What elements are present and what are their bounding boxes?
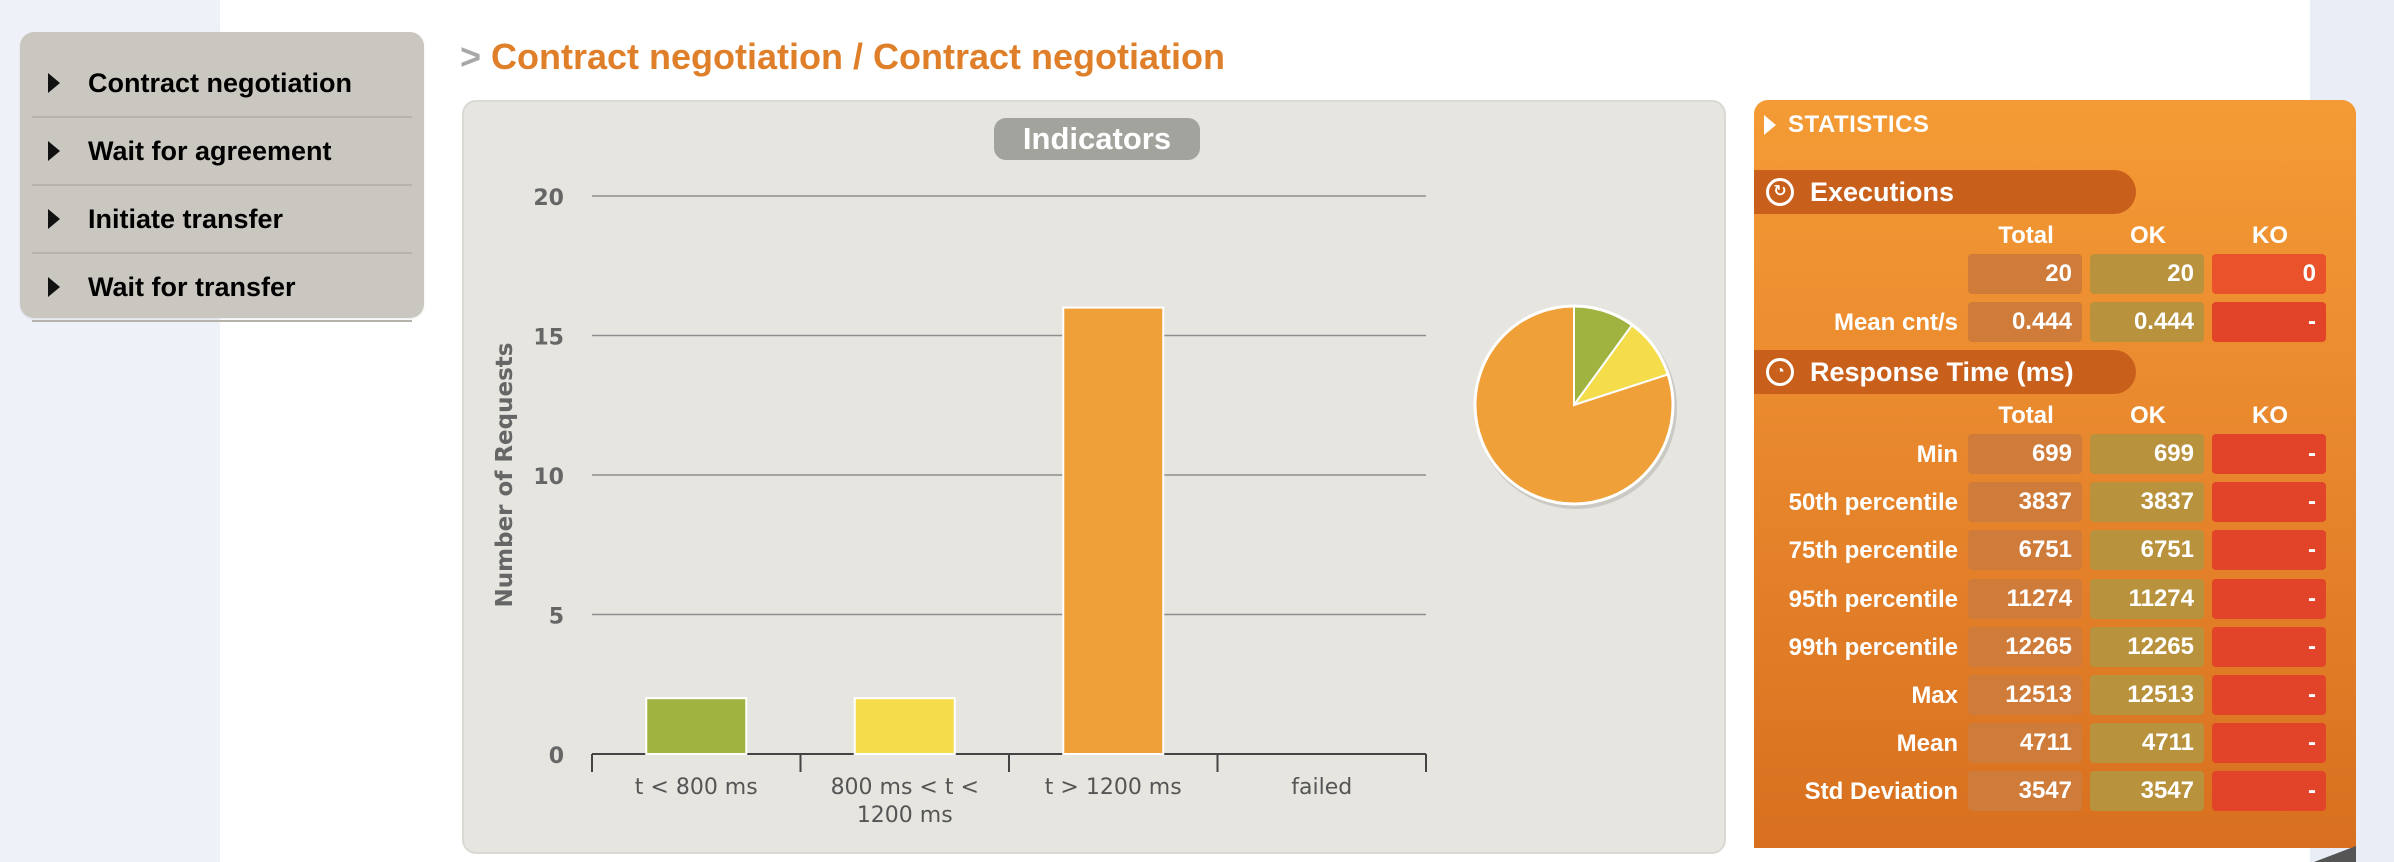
executions-ko-cell: 0 [2212,254,2326,294]
indicators-chart: 0 5 10 15 20 Number of Requests t < 800 ms 800 … [492,186,1677,828]
col-ko: KO [2252,402,2288,429]
y-tick-label: 10 [533,465,564,490]
indicators-title: Indicators [994,118,1200,160]
response-time-section: ◔ Response Time (ms) [1754,350,2136,394]
triangle-right-icon [1764,115,1776,135]
bar [853,697,956,756]
executions-ko-cell: - [2212,302,2326,342]
breadcrumb-arrow: > [460,36,482,77]
response-time-ko-cell: - [2212,530,2326,570]
col-ok: OK [2130,222,2166,249]
response-time-row-label: Std Deviation [1804,778,1958,805]
response-time-row-label: Max [1911,682,1958,709]
response-time-row-label: 75th percentile [1788,537,1958,564]
y-tick-label: 5 [549,605,564,630]
pie-border [1473,304,1675,506]
indicators-card: Indicators 0 5 10 15 20 Number of Requests t <… [462,100,1726,854]
refresh-icon: ↻ [1766,178,1794,206]
executions-row-label: Mean cnt/s [1833,309,1958,336]
sidebar-item-label: Initiate transfer [88,203,284,234]
response-time-row-label: Min [1916,441,1958,468]
response-time-ok-cell: 12265 [2090,627,2204,667]
executions-total-cell: 20 [1968,254,2082,294]
response-time-ok-cell: 3837 [2090,482,2204,522]
y-tick-label: 15 [533,326,564,351]
sidebar: Contract negotiation Wait for agreement … [20,32,424,322]
response-time-total-cell: 12265 [1968,627,2082,667]
page-title-text: Contract negotiation / Contract negotiat… [491,36,1226,77]
statistics-title: STATISTICS [1788,111,1930,138]
bar [1062,306,1165,755]
col-total: Total [1998,222,2054,249]
response-time-row-label: 95th percentile [1788,586,1958,613]
col-ok: OK [2130,402,2166,429]
sidebar-item-label: Wait for agreement [88,135,332,166]
response-time-row-label: 99th percentile [1788,634,1958,661]
col-ko: KO [2252,222,2288,249]
clock-icon: ◔ [1766,358,1794,386]
y-axis-label: Number of Requests [492,343,518,608]
y-tick-label: 20 [533,186,564,211]
sidebar-item-label: Contract negotiation [88,67,352,98]
response-time-total-cell: 4711 [1968,723,2082,763]
response-time-ok-cell: 3547 [2090,771,2204,811]
response-time-row-label: 50th percentile [1788,489,1958,516]
col-total: Total [1998,402,2054,429]
bar [645,697,748,756]
page-title: > Contract negotiation / Contract negotia… [460,36,1225,80]
response-time-ok-cell: 12513 [2090,675,2204,715]
sidebar-item-wait-for-agreement[interactable]: Wait for agreement [32,118,412,186]
response-time-ok-cell: 699 [2090,434,2204,474]
response-time-ko-cell: - [2212,723,2326,763]
triangle-right-icon [48,141,60,161]
executions-total-cell: 0.444 [1968,302,2082,342]
executions-title: Executions [1810,176,1955,207]
response-time-total-cell: 699 [1968,434,2082,474]
sidebar-item-initiate-transfer[interactable]: Initiate transfer [32,186,412,254]
response-time-total-cell: 12513 [1968,675,2082,715]
response-time-ko-cell: - [2212,434,2326,474]
response-time-ok-cell: 4711 [2090,723,2204,763]
sidebar-item-label: Wait for transfer [88,271,296,302]
executions-section: ↻ Executions [1754,170,2136,214]
response-time-total-cell: 3837 [1968,482,2082,522]
response-time-total-cell: 6751 [1968,530,2082,570]
triangle-right-icon [48,277,60,297]
sidebar-item-contract-negotiation[interactable]: Contract negotiation [32,50,412,118]
response-time-title: Response Time (ms) [1810,356,2074,387]
executions-ok-cell: 0.444 [2090,302,2204,342]
response-time-ok-cell: 6751 [2090,530,2204,570]
statistics-panel: STATISTICS ↻ Executions Total OK KO ◔ Re… [1754,100,2356,848]
response-time-ko-cell: - [2212,627,2326,667]
response-time-ko-cell: - [2212,482,2326,522]
response-time-total-cell: 11274 [1968,579,2082,619]
x-tick-label: 1200 ms [857,803,953,828]
x-tick-label: t > 1200 ms [1045,775,1182,800]
triangle-right-icon [48,209,60,229]
executions-ok-cell: 20 [2090,254,2204,294]
response-time-ko-cell: - [2212,771,2326,811]
x-tick-label: t < 800 ms [635,775,758,800]
sidebar-item-wait-for-transfer[interactable]: Wait for transfer [32,254,412,322]
x-tick-label: failed [1291,775,1352,800]
y-tick-label: 0 [549,744,564,769]
response-time-row-label: Mean [1896,730,1958,757]
response-time-ok-cell: 11274 [2090,579,2204,619]
triangle-right-icon [48,73,60,93]
response-time-ko-cell: - [2212,579,2326,619]
statistics-header[interactable]: STATISTICS [1764,111,1930,138]
x-tick-label: 800 ms < t < [831,775,979,800]
response-time-ko-cell: - [2212,675,2326,715]
response-time-total-cell: 3547 [1968,771,2082,811]
